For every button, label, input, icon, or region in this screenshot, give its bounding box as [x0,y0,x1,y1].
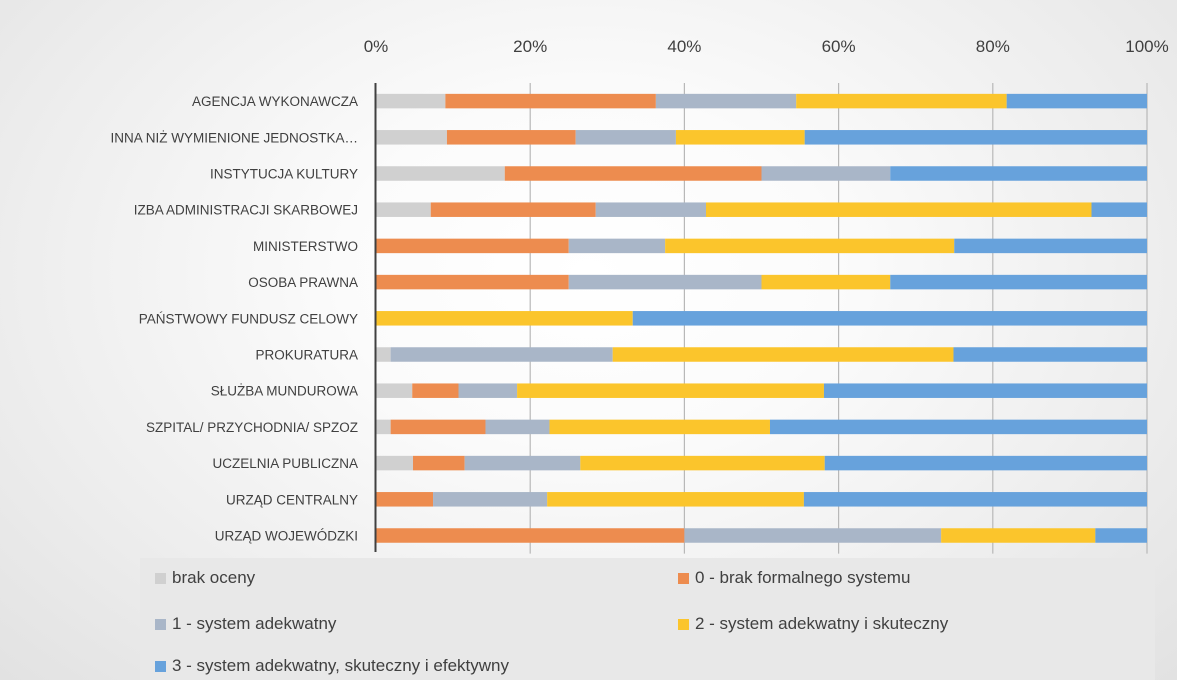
bar-segment [376,130,447,145]
bar-segment [954,238,1147,254]
bar-segment [547,492,804,507]
bar-segment [376,347,391,362]
bar-segment [485,419,550,435]
bar-segment [446,130,576,145]
bar-segment [445,93,656,109]
x-tick-label: 60% [822,37,856,56]
bar-segment [580,455,825,471]
bar-segment [376,528,685,543]
legend-label: 1 - system adekwatny [172,614,337,633]
bar-segment [804,130,1147,145]
bar-segment [376,93,446,109]
bar-segment [953,347,1147,362]
bar-segment [655,93,797,109]
bar-segment [390,347,613,362]
category-label: PROKURATURA [255,348,358,363]
category-labels: AGENCJA WYKONAWCZA INNA NIŻ WYMIENIONE JE… [110,94,358,543]
bars [376,93,1147,543]
legend-label: 3 - system adekwatny, skuteczny i efekty… [172,656,509,675]
bar-segment [575,130,676,145]
bar-segment [390,419,486,435]
bar-segment [803,492,1147,507]
legend-item-brak-oceny: brak oceny [155,568,255,588]
chart: 0% 20% 40% 60% 80% 100% AGENCJA WYKONAWCZA INN… [110,37,1169,554]
legend-swatch-3 [155,660,166,672]
legend-label: 2 - system adekwatny i skuteczny [695,614,949,633]
category-label: SZPITAL/ PRZYCHODNIA/ SPZOZ [146,420,358,435]
legend-label: 0 - brak formalnego systemu [695,568,911,587]
category-label: AGENCJA WYKONAWCZA [192,94,358,109]
bar-segment [376,274,569,290]
bar-segment [796,93,1007,109]
legend: brak oceny 0 - brak formalnego systemu 1… [140,558,1155,680]
legend-swatch-1 [155,618,166,630]
x-tick-label: 100% [1125,37,1168,56]
bar-segment [1095,528,1147,543]
category-label: URZĄD CENTRALNY [226,492,358,507]
bar-segment [1006,93,1147,109]
bar-segment [430,202,596,217]
bar-segment [761,274,891,290]
bar-segment [376,492,434,507]
bar-segment [941,528,1096,543]
bar-segment [684,528,942,543]
bar-segment [568,274,762,290]
x-tick-label: 80% [976,37,1010,56]
category-label: URZĄD WOJEWÓDZKI [215,529,358,544]
bar-segment [504,166,762,181]
legend-swatch-0 [678,572,689,584]
bar-segment [890,166,1147,181]
bar-segment [376,419,391,435]
legend-item-0: 0 - brak formalnego systemu [678,568,910,588]
bar-segment [665,238,955,254]
category-label: IZBA ADMINISTRACJI SKARBOWEJ [134,203,358,218]
bar-segment [632,311,1147,326]
bar-segment [1091,202,1147,217]
category-label: MINISTERSTWO [253,239,358,254]
category-label: UCZELNIA PUBLICZNA [212,456,358,471]
bar-segment [376,455,414,471]
legend-swatch-2 [678,618,689,630]
category-label: INNA NIŻ WYMIENIONE JEDNOSTKA… [110,130,358,145]
legend-item-3: 3 - system adekwatny, skuteczny i efekty… [155,656,509,676]
legend-label: brak oceny [172,568,256,587]
category-label: INSTYTUCJA KULTURY [210,167,358,182]
bar-segment [761,166,891,181]
bar-segment [376,202,431,217]
x-tick-label: 0% [364,37,389,56]
bar-segment [705,202,1092,217]
x-tick-label: 40% [667,37,701,56]
bar-segment [458,383,518,398]
x-tick-label: 20% [513,37,547,56]
bar-segment [823,383,1147,398]
bar-segment [824,455,1147,471]
bar-segment [376,238,569,254]
bar-segment [549,419,770,435]
bar-segment [376,166,505,181]
bar-segment [464,455,581,471]
bar-segment [675,130,805,145]
bar-segment [413,455,465,471]
bar-segment [890,274,1147,290]
category-label: SŁUŻBA MUNDUROWA [211,384,358,399]
bar-segment [433,492,548,507]
category-label: PAŃSTWOWY FUNDUSZ CELOWY [139,311,358,326]
legend-swatch-brak-oceny [155,572,166,584]
bar-segment [769,419,1147,435]
x-axis-tick-labels: 0% 20% 40% 60% 80% 100% [364,37,1169,56]
bar-segment [568,238,666,254]
bar-segment [412,383,459,398]
bar-segment [612,347,954,362]
legend-item-2: 2 - system adekwatny i skuteczny [678,614,948,634]
bar-segment [517,383,824,398]
category-label: OSOBA PRAWNA [248,275,358,290]
bar-segment [376,311,633,326]
legend-item-1: 1 - system adekwatny [155,614,336,634]
bar-segment [376,383,413,398]
bar-segment [595,202,706,217]
